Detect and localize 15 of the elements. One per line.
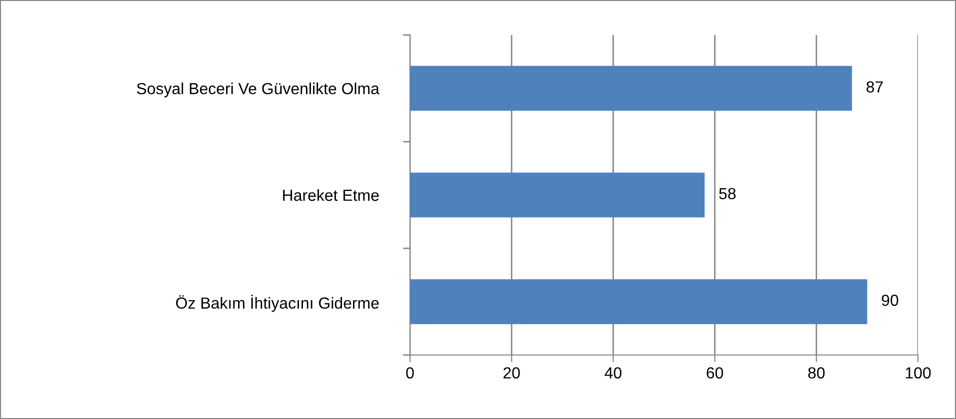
- data-label: 87: [866, 81, 883, 93]
- data-label: 58: [719, 188, 736, 200]
- y-tick-label: Hareket Etme: [283, 189, 379, 201]
- bar: [410, 279, 868, 324]
- y-tick-label: Öz Bakım İhtiyacını Giderme: [176, 294, 379, 312]
- bar: [410, 172, 705, 218]
- x-tick-label: 80: [808, 367, 825, 379]
- bar: [410, 66, 852, 111]
- data-label: 90: [882, 294, 898, 306]
- x-tick-label: 100: [906, 367, 931, 379]
- x-tick-label: 20: [504, 367, 520, 379]
- y-tick-label: Sosyal Beceri Ve Güvenlikte Olma: [136, 82, 380, 98]
- x-tick-label: 60: [706, 367, 724, 379]
- x-tick-label: 0: [406, 367, 414, 379]
- x-tick-label: 40: [604, 367, 622, 379]
